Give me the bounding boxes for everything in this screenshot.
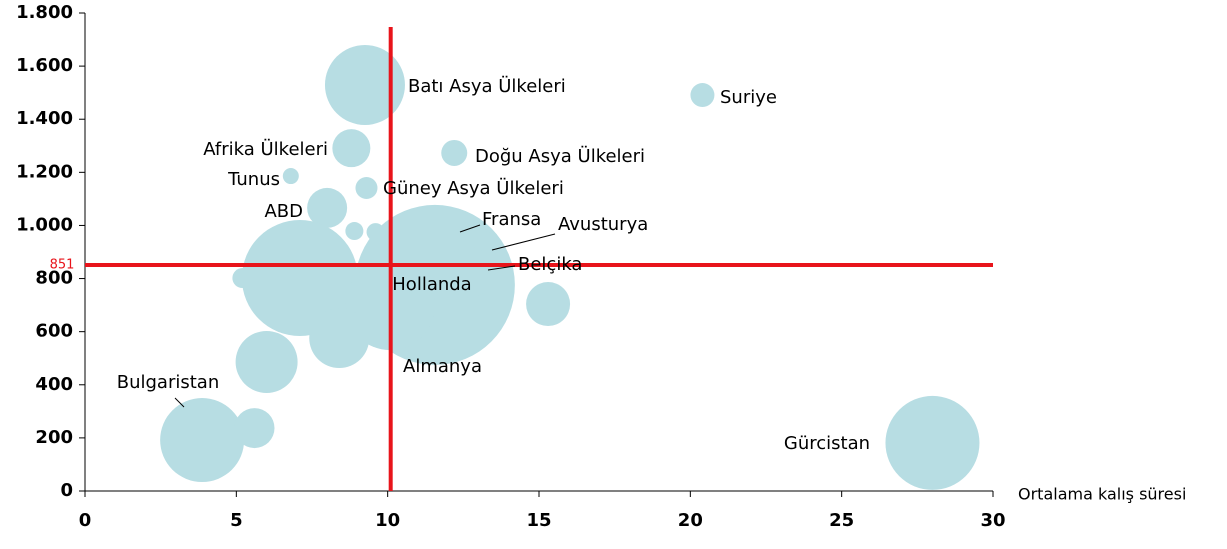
- y-tick-label: 1.800: [16, 2, 73, 23]
- x-tick-label: 15: [526, 510, 551, 531]
- x-tick-label: 5: [230, 510, 243, 531]
- leader-line: [487, 265, 516, 271]
- bubble: [885, 395, 980, 490]
- y-tick-label: 0: [60, 480, 73, 501]
- leader-line: [459, 224, 481, 233]
- bubble: [307, 187, 348, 228]
- bubble-label: Batı Asya Ülkeleri: [408, 75, 566, 97]
- y-tick-label: 600: [35, 321, 73, 342]
- x-tick-label: 30: [980, 510, 1005, 531]
- bubble: [526, 282, 571, 327]
- leader-line: [174, 397, 185, 408]
- bubble: [324, 44, 405, 125]
- y-tick-label: 1.600: [16, 55, 73, 76]
- bubble-label: ABD: [264, 201, 303, 222]
- x-tick-label: 25: [829, 510, 854, 531]
- x-tick-label: 20: [678, 510, 703, 531]
- bubble: [160, 398, 245, 483]
- bubble: [690, 83, 715, 108]
- reference-label: 851: [50, 258, 75, 273]
- bubble-label: Doğu Asya Ülkeleri: [475, 145, 645, 167]
- bubble: [232, 268, 253, 289]
- bubble: [441, 139, 468, 166]
- y-tick-label: 1.400: [16, 108, 73, 129]
- bubble: [332, 129, 371, 168]
- leader-line: [491, 233, 556, 251]
- bubble-label: Avusturya: [558, 214, 648, 235]
- bubble: [241, 220, 358, 337]
- bubble-label: Suriye: [720, 87, 777, 108]
- bubble-label: Fransa: [482, 209, 541, 230]
- y-tick-label: 200: [35, 427, 73, 448]
- y-tick-label: 1.200: [16, 161, 73, 182]
- y-tick-label: 400: [35, 374, 73, 395]
- bubble-label: Gürcistan: [784, 433, 870, 454]
- bubble-label: Tunus: [227, 169, 280, 190]
- bubble: [235, 330, 298, 393]
- bubble-label: Bulgaristan: [117, 372, 220, 393]
- bubble-label: Güney Asya Ülkeleri: [383, 177, 564, 199]
- bubble-label: Belçika: [518, 254, 582, 275]
- bubble: [282, 168, 299, 185]
- bubble-label: Afrika Ülkeleri: [203, 138, 328, 160]
- x-tick-label: 0: [79, 510, 92, 531]
- x-tick-label: 10: [375, 510, 400, 531]
- y-tick-label: 1.000: [16, 214, 73, 235]
- y-tick-label: 800: [35, 268, 73, 289]
- bubble: [234, 408, 275, 449]
- x-axis-label: Ortalama kalış süresi: [1018, 485, 1186, 504]
- bubble: [355, 177, 378, 200]
- bubble: [444, 246, 495, 297]
- bubble-label: Almanya: [403, 356, 482, 377]
- bubble: [309, 308, 370, 369]
- bubble-label: Hollanda: [392, 274, 471, 295]
- bubble: [345, 222, 364, 241]
